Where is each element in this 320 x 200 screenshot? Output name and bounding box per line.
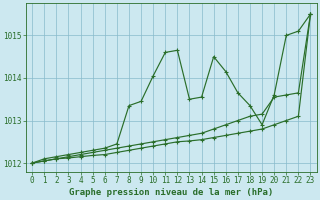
X-axis label: Graphe pression niveau de la mer (hPa): Graphe pression niveau de la mer (hPa)	[69, 188, 274, 197]
